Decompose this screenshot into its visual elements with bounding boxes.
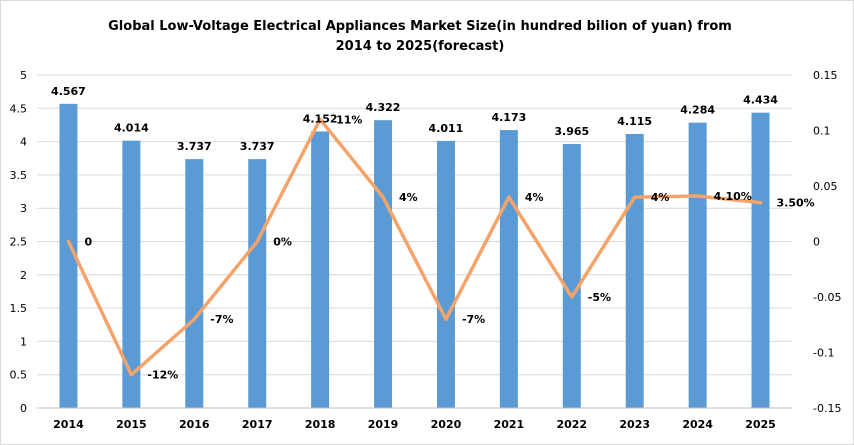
bar [311, 131, 330, 408]
x-tick-label: 2025 [745, 418, 776, 431]
bar [122, 140, 141, 408]
bar-value-label: 4.115 [617, 115, 652, 128]
bar [499, 130, 518, 409]
growth-value-label: -7% [210, 313, 233, 326]
growth-value-label: -12% [147, 369, 178, 382]
x-tick-label: 2017 [242, 418, 273, 431]
bar-value-label: 3.737 [240, 140, 275, 153]
growth-point [129, 373, 133, 377]
growth-value-label: 4% [399, 191, 418, 204]
growth-line [66, 117, 763, 377]
bar-value-label: 4.434 [743, 94, 778, 107]
bar [59, 103, 78, 408]
y-right-tick-label: 0.05 [813, 180, 838, 193]
growth-point [633, 195, 637, 199]
y-left-tick-label: 2.5 [10, 236, 28, 249]
y-right-tick-label: 0 [813, 236, 820, 249]
bar-value-label: 3.965 [554, 125, 589, 138]
growth-point [66, 240, 70, 243]
growth-point [696, 194, 700, 198]
bar-value-label: 4.011 [429, 122, 464, 135]
y-right-tick-label: -0.1 [813, 347, 834, 360]
growth-point [318, 117, 322, 121]
bar [625, 133, 644, 409]
y-left-tick-label: 1 [20, 335, 27, 348]
bar-value-label: 4.284 [680, 104, 715, 117]
x-tick-label: 2023 [619, 418, 650, 431]
growth-value-label: 0% [273, 236, 292, 249]
growth-point [192, 317, 196, 321]
growth-point [444, 317, 448, 321]
chart-title: Global Low-Voltage Electrical Appliances… [108, 19, 732, 54]
y-left-tick-label: 1.5 [10, 302, 28, 315]
y-right-tick-label: 0.1 [813, 125, 831, 138]
growth-value-label: 0 [84, 236, 92, 249]
bar [562, 143, 581, 408]
y-right-tick-label: 0.15 [813, 69, 838, 82]
y-left-tick-label: 3 [20, 202, 27, 215]
bar-value-label: 4.173 [491, 111, 526, 124]
bar-value-label: 4.152 [303, 112, 338, 125]
growth-value-label: -7% [462, 313, 485, 326]
bar-value-label: 3.737 [177, 140, 212, 153]
gridlines [37, 74, 792, 409]
growth-value-label: 3.50% [777, 197, 815, 210]
growth-point [507, 195, 511, 199]
growth-value-label: 11% [336, 113, 362, 126]
y-right-tick-label: -0.15 [813, 402, 841, 415]
x-tick-label: 2020 [431, 418, 462, 431]
x-tick-label: 2014 [53, 418, 84, 431]
bar [185, 159, 204, 408]
growth-point [255, 240, 259, 243]
bar [248, 159, 267, 408]
y-left-tick-label: 0.5 [10, 369, 28, 382]
x-tick-label: 2021 [494, 418, 525, 431]
bar [688, 122, 707, 408]
y-left-tick-label: 0 [20, 402, 27, 415]
y-left-tick-label: 5 [20, 69, 27, 82]
bar [436, 140, 455, 408]
growth-value-label: 4% [525, 191, 544, 204]
y-left-tick-label: 3.5 [10, 169, 28, 182]
bar-value-label: 4.014 [114, 122, 149, 135]
y-right-tick-label: -0.05 [813, 291, 841, 304]
bar [751, 112, 770, 408]
growth-point [381, 195, 385, 199]
growth-point [570, 295, 574, 299]
y-left-tick-label: 4 [20, 136, 27, 149]
x-tick-label: 2022 [556, 418, 587, 431]
y-left-tick-label: 2 [20, 269, 27, 282]
bar-series [59, 103, 770, 409]
growth-value-label: -5% [588, 291, 611, 304]
x-tick-label: 2018 [305, 418, 336, 431]
x-tick-label: 2015 [116, 418, 147, 431]
x-tick-label: 2019 [368, 418, 399, 431]
x-tick-label: 2024 [682, 418, 713, 431]
bar [374, 120, 393, 409]
growth-value-label: 4.10% [714, 190, 752, 203]
bar-value-label: 4.322 [366, 101, 401, 114]
bar-value-label: 4.567 [51, 85, 86, 98]
growth-point [759, 201, 763, 205]
line-series [66, 117, 763, 377]
axes: 0 0.5 1 1.5 2 2.5 3 3.5 4 4.5 5 -0.15 -0.1 -0.05 0 0.05… [10, 69, 842, 431]
x-tick-label: 2016 [179, 418, 210, 431]
y-left-tick-label: 4.5 [10, 102, 28, 115]
growth-value-label: 4% [651, 191, 670, 204]
data-labels: 4.567 4.014 3.737 3.737 4.152 4.322 4.011 4.173… [51, 85, 815, 382]
